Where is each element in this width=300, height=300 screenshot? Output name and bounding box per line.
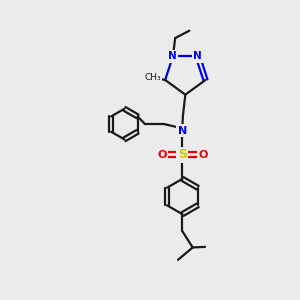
Text: N: N xyxy=(194,51,202,61)
Text: N: N xyxy=(178,126,187,136)
Text: S: S xyxy=(178,148,187,161)
Text: CH₃: CH₃ xyxy=(145,73,161,82)
Text: N: N xyxy=(169,51,177,61)
Text: O: O xyxy=(157,150,167,160)
Text: O: O xyxy=(198,150,208,160)
